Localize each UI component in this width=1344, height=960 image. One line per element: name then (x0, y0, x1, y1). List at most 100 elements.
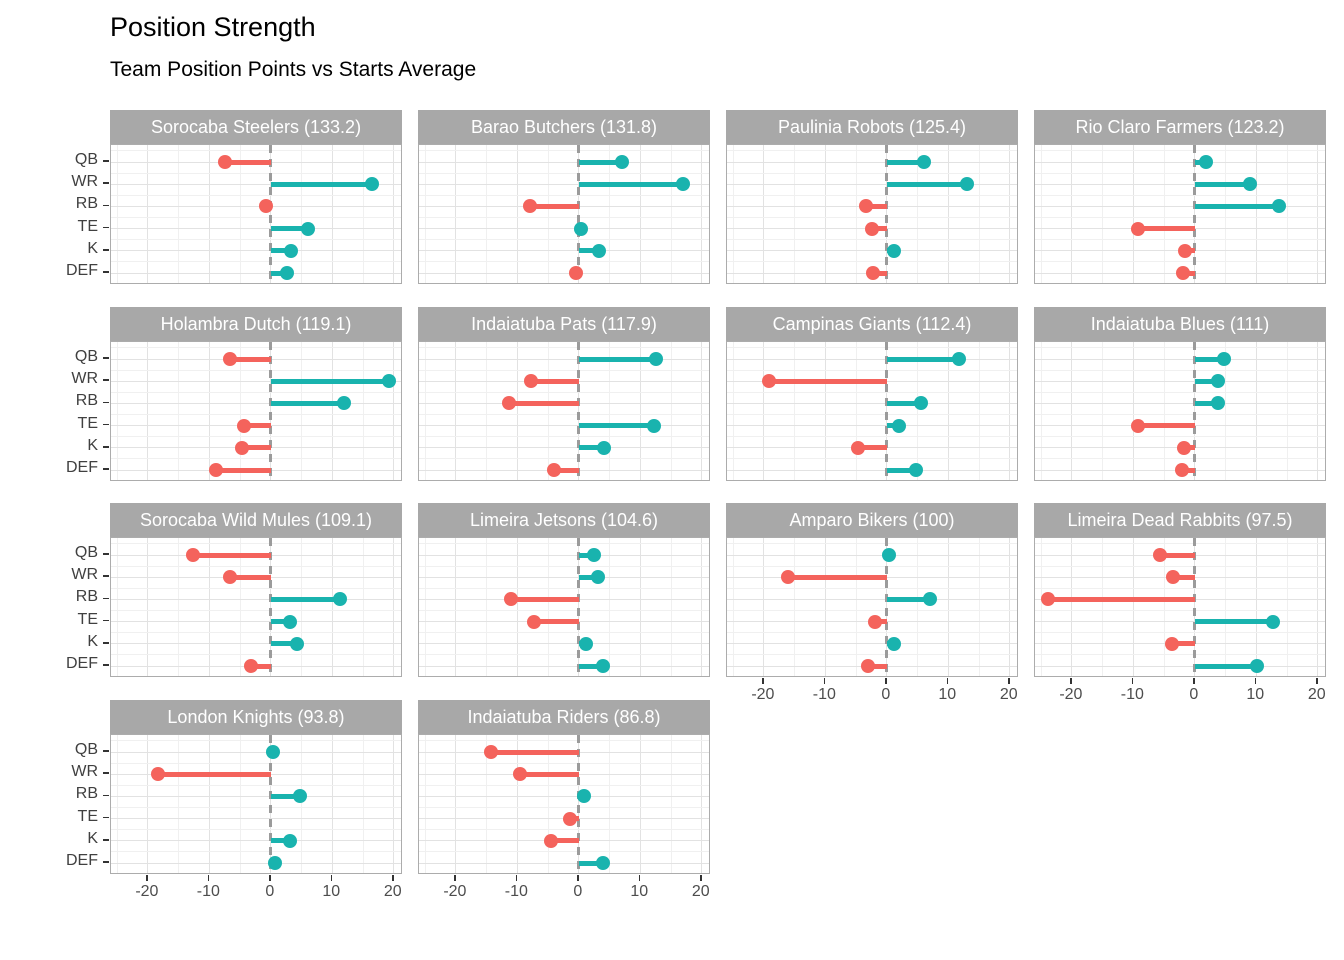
lollipop-QB (193, 552, 271, 558)
gridline-vertical (1040, 342, 1042, 480)
x-axis-tick (1316, 678, 1318, 684)
gridline-horizontal (111, 205, 401, 207)
zero-reference-line (269, 538, 273, 676)
gridline-horizontal (419, 228, 709, 230)
gridline-horizontal-minor (419, 261, 709, 263)
gridline-vertical (178, 735, 180, 873)
x-axis-tick (1131, 678, 1134, 684)
facet-strip-title: Indaiatuba Blues (111) (1034, 307, 1326, 341)
facet-panel (1034, 144, 1326, 284)
gridline-vertical (670, 145, 672, 283)
facet-panel (1034, 537, 1326, 677)
gridline-horizontal-minor (727, 458, 1017, 460)
lollipop-dot-QB (483, 745, 498, 759)
lollipop-RB (1047, 596, 1195, 602)
gridline-horizontal (1035, 183, 1325, 185)
x-axis-label: -20 (1059, 686, 1083, 703)
lollipop-dot-QB (881, 548, 896, 562)
gridline-vertical (732, 145, 734, 283)
gridline-horizontal-minor (419, 740, 709, 742)
gridline-horizontal-minor (727, 565, 1017, 567)
lollipop-dot-TE (1131, 418, 1146, 433)
chart-subtitle: Team Position Points vs Starts Average (110, 58, 477, 81)
lollipop-QB (1160, 552, 1195, 558)
lollipop-TE (244, 423, 271, 429)
facet-strip-title: Holambra Dutch (119.1) (110, 307, 402, 341)
zero-reference-line (885, 342, 889, 480)
y-axis-tick (103, 772, 109, 774)
gridline-horizontal (727, 598, 1017, 600)
gridline-vertical (116, 538, 118, 676)
gridline-horizontal-minor (111, 807, 401, 808)
gridline-horizontal-minor (419, 369, 709, 371)
lollipop-dot-K (886, 636, 901, 651)
lollipop-QB (230, 356, 271, 362)
gridline-vertical (1009, 342, 1011, 480)
gridline-horizontal (1035, 621, 1325, 623)
facet-panel (726, 537, 1018, 677)
gridline-horizontal-minor (1035, 587, 1325, 589)
gridline-vertical (301, 735, 303, 873)
gridline-horizontal (727, 183, 1017, 185)
zero-reference-line (577, 145, 581, 283)
gridline-horizontal-minor (111, 632, 401, 634)
y-axis-label-DEF: DEF (66, 262, 98, 279)
lollipop-dot-WR (513, 767, 528, 782)
gridline-horizontal-minor (727, 150, 1017, 152)
lollipop-DEF (578, 663, 603, 669)
gridline-horizontal-minor (1035, 632, 1325, 634)
y-axis-label-WR: WR (71, 566, 98, 584)
zero-reference-line (269, 735, 273, 873)
lollipop-WR (578, 181, 684, 187)
lollipop-dot-DEF (208, 463, 223, 477)
lollipop-dot-WR (365, 177, 380, 192)
lollipop-dot-RB (1040, 592, 1055, 607)
gridline-horizontal (727, 469, 1017, 471)
facet-holambra-dutch: Holambra Dutch (119.1) QB WR RB TE K DEF (66, 307, 402, 481)
gridline-horizontal-minor (111, 565, 401, 567)
gridline-vertical (178, 145, 180, 283)
gridline-vertical (670, 735, 672, 873)
gridline-vertical (239, 735, 241, 873)
y-axis-tick (103, 642, 109, 644)
gridline-vertical (1040, 538, 1042, 676)
gridline-vertical (455, 145, 457, 283)
lollipop-DEF (270, 270, 288, 276)
gridline-horizontal-minor (111, 829, 401, 831)
gridline-vertical (1255, 538, 1257, 676)
x-axis-tick (823, 678, 826, 684)
gridline-vertical (1317, 145, 1319, 283)
lollipop-dot-TE (868, 614, 883, 629)
lollipop-dot-DEF (1249, 659, 1264, 673)
y-axis-tick (103, 816, 109, 819)
facet-strip-title: Paulinia Robots (125.4) (726, 110, 1018, 144)
zero-reference-line (1193, 538, 1197, 676)
gridline-horizontal (727, 554, 1017, 556)
gridline-vertical (331, 538, 333, 676)
lollipop-dot-RB (336, 396, 351, 411)
gridline-horizontal-minor (727, 391, 1017, 393)
y-axis-label-RB: RB (75, 588, 98, 606)
gridline-horizontal-minor (111, 369, 401, 371)
lollipop-dot-K (289, 636, 304, 651)
gridline-horizontal (419, 665, 709, 667)
lollipop-RB (865, 203, 887, 209)
lollipop-TE (1194, 619, 1273, 625)
lollipop-TE (1138, 226, 1195, 232)
gridline-horizontal (111, 621, 401, 623)
y-axis-tick (103, 794, 109, 797)
lollipop-dot-WR (381, 374, 396, 389)
gridline-vertical (393, 538, 395, 676)
lollipop-QB (578, 356, 657, 362)
gridline-vertical (362, 342, 364, 480)
y-axis-tick (103, 619, 109, 622)
gridline-vertical (516, 145, 518, 283)
lollipop-dot-TE (1131, 221, 1146, 236)
facet-barao-butchers: Barao Butchers (131.8) (418, 110, 710, 284)
lollipop-dot-K (543, 833, 558, 848)
lollipop-K (270, 248, 291, 254)
x-axis-tick (638, 875, 641, 881)
x-axis-tick (577, 875, 579, 881)
gridline-horizontal-minor (727, 610, 1017, 611)
y-axis-label-WR: WR (71, 370, 98, 388)
